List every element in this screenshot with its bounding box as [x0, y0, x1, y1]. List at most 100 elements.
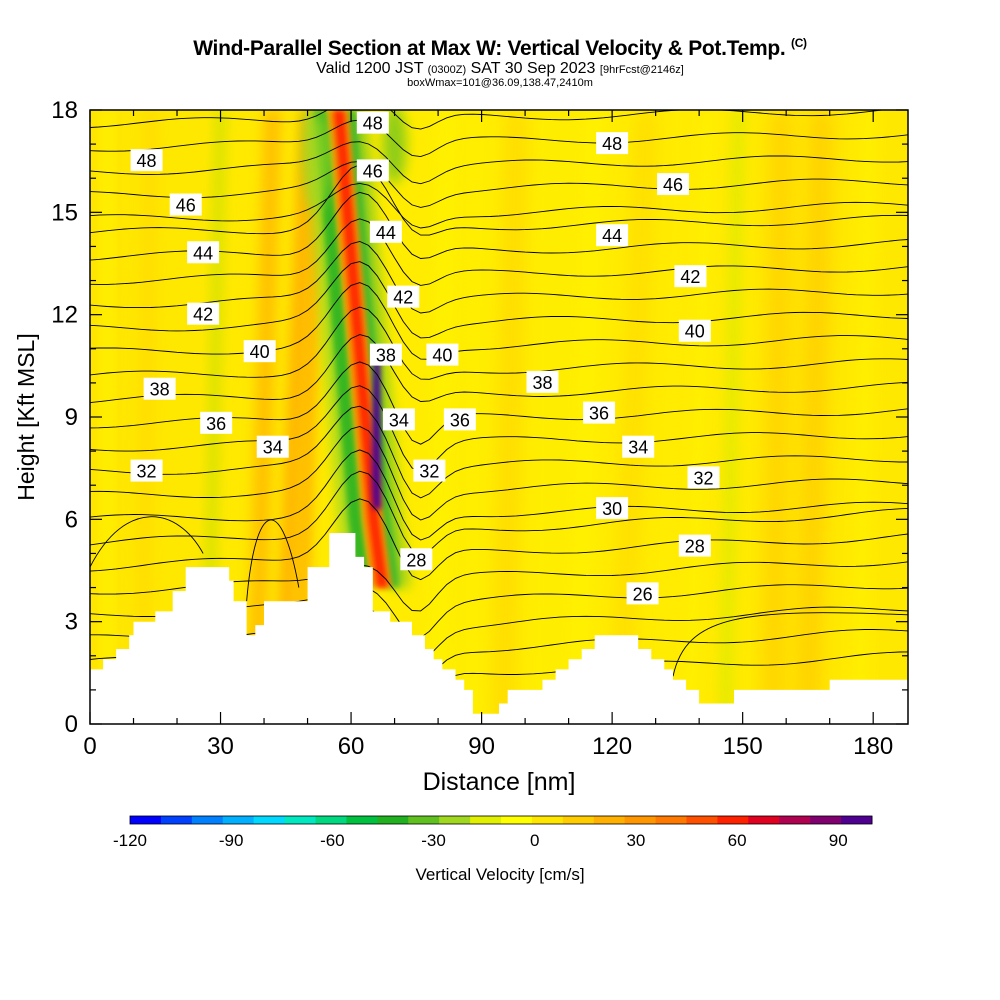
theta-label-box [626, 582, 659, 605]
y-axis-label: Height [Kft MSL] [13, 333, 39, 500]
theta-label: 32 [687, 466, 720, 489]
theta-label-box [130, 459, 163, 482]
colorbar-segment [593, 816, 626, 824]
theta-contour-line [90, 119, 908, 158]
theta-label: 30 [596, 497, 629, 520]
theta-label-box [678, 534, 711, 557]
theta-label-box [243, 340, 276, 363]
colorbar-segment [315, 816, 347, 824]
theta-label: 48 [596, 132, 629, 155]
theta-contour-line [90, 282, 908, 360]
x-tick-label: 30 [207, 733, 234, 760]
theta-contour-line [90, 426, 908, 521]
theta-label-text: 48 [363, 114, 383, 134]
theta-label: 38 [143, 377, 176, 400]
theta-label: 36 [583, 401, 616, 424]
colorbar-segment [130, 816, 162, 824]
theta-label: 42 [187, 302, 220, 325]
theta-label: 36 [200, 411, 233, 434]
theta-contour-line [246, 519, 300, 602]
theta-label-box [596, 497, 629, 520]
theta-label: 42 [387, 285, 420, 308]
colorbar-segment [655, 816, 687, 824]
updraft-peak [371, 348, 382, 510]
x-tick-label: 180 [853, 733, 893, 760]
theta-label-text: 32 [693, 468, 713, 488]
colorbar-tick-label: -120 [113, 831, 147, 850]
y-tick-label: 12 [51, 302, 78, 329]
theta-label-box [356, 111, 389, 134]
colorbar-segment [222, 816, 255, 824]
theta-label-text: 32 [419, 462, 439, 482]
colorbar-segment [531, 816, 564, 824]
theta-contour-line [90, 405, 908, 499]
theta-label-box [413, 459, 446, 482]
theta-label-box [622, 435, 655, 458]
colorbar-tick-label: 60 [728, 831, 747, 850]
x-axis-label: Distance [nm] [423, 768, 576, 796]
theta-label: 26 [626, 582, 659, 605]
theta-label-text: 28 [685, 537, 705, 557]
theta-label-text: 42 [393, 288, 413, 308]
terrain-mask [90, 533, 908, 724]
theta-label-text: 32 [137, 462, 157, 482]
theta-label: 34 [382, 408, 415, 431]
subtitle-box: boxWmax=101@36.09,138.47,2410m [407, 77, 593, 89]
theta-label: 38 [369, 343, 402, 366]
theta-label-box [426, 343, 459, 366]
subtitle-date: SAT 30 Sep 2023 [470, 60, 596, 77]
velocity-streak [719, 110, 745, 724]
theta-label: 34 [256, 435, 289, 458]
theta-label: 38 [526, 370, 559, 393]
colorbar-label: Vertical Velocity [cm/s] [415, 865, 584, 884]
theta-contour-line [90, 164, 908, 236]
theta-label-text: 28 [406, 550, 426, 570]
chart-title-text: Wind-Parallel Section at Max W: Vertical… [193, 37, 786, 60]
theta-contour-line [90, 516, 204, 568]
theta-contour-line [90, 385, 908, 473]
colorbar-segment [191, 816, 224, 824]
theta-label-box [387, 285, 420, 308]
theta-label-box [596, 132, 629, 155]
colorbar-segment [346, 816, 378, 824]
theta-label: 46 [169, 193, 202, 216]
theta-label-box [400, 548, 433, 571]
theta-label-text: 40 [432, 346, 452, 366]
theta-label-text: 26 [633, 584, 653, 604]
colorbar-segment [284, 816, 316, 824]
colorbar-segment [439, 816, 471, 824]
chart-title: Wind-Parallel Section at Max W: Vertical… [0, 36, 1000, 61]
theta-label-box [657, 173, 690, 196]
theta-label-text: 34 [628, 438, 648, 458]
theta-label-box [687, 466, 720, 489]
theta-contours [90, 110, 908, 703]
theta-label: 28 [400, 548, 433, 571]
colorbar-segment [748, 816, 780, 824]
theta-label-text: 46 [663, 175, 683, 195]
colorbar-segment [377, 816, 409, 824]
theta-label: 44 [369, 220, 402, 243]
colorbar-segment [841, 816, 873, 824]
theta-label-text: 38 [532, 373, 552, 393]
theta-label-text: 34 [263, 438, 283, 458]
theta-label-text: 48 [137, 151, 157, 171]
velocity-streak [797, 110, 831, 724]
x-tick-label: 150 [723, 733, 763, 760]
theta-label-text: 42 [680, 267, 700, 287]
theta-label-box [526, 370, 559, 393]
theta-label: 44 [596, 224, 629, 247]
x-tick-label: 90 [468, 733, 495, 760]
colorbar-tick-label: 90 [829, 831, 848, 850]
theta-label: 42 [674, 265, 707, 288]
theta-label-box [369, 220, 402, 243]
y-tick-label: 18 [51, 97, 78, 124]
theta-label: 34 [622, 435, 655, 458]
colorbar-segment [160, 816, 193, 824]
theta-label: 36 [443, 408, 476, 431]
y-tick-label: 9 [65, 404, 78, 431]
theta-label-text: 44 [602, 226, 622, 246]
theta-label-box [674, 265, 707, 288]
theta-label-text: 36 [450, 410, 470, 430]
